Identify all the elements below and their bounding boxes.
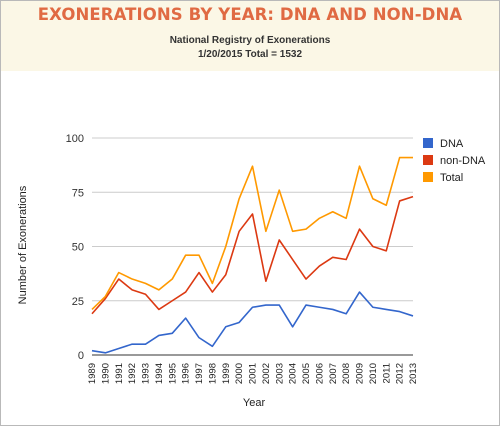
legend-swatch: [423, 138, 433, 148]
y-axis-label: Number of Exonerations: [17, 185, 29, 304]
x-tick-label: 1999: [221, 363, 232, 384]
x-tick-label: 1998: [207, 363, 218, 384]
x-tick-label: 2003: [274, 363, 285, 384]
x-tick-label: 2001: [248, 363, 259, 384]
chart-subtitle-source: National Registry of Exonerations: [169, 35, 331, 46]
x-axis-label: Year: [243, 397, 266, 409]
x-tick-label: 1989: [87, 363, 98, 384]
legend-label: DNA: [440, 138, 464, 150]
chart-title: EXONERATIONS BY YEAR: DNA AND NON-DNA: [37, 5, 463, 24]
x-tick-label: 2000: [234, 363, 245, 384]
y-tick-label: 25: [72, 296, 84, 308]
y-tick-label: 0: [78, 350, 84, 362]
legend: DNA non-DNA Total: [423, 138, 486, 184]
x-tick-label: 1994: [154, 363, 165, 384]
x-axis-ticks: 1989 1990 1991 1992 1993 1994 1995 1996 1997 1998…: [87, 363, 419, 384]
x-tick-label: 2004: [288, 363, 299, 384]
x-tick-label: 1991: [114, 363, 125, 384]
x-tick-label: 2009: [355, 363, 366, 384]
x-tick-label: 1995: [167, 363, 178, 384]
y-tick-label: 100: [66, 133, 84, 145]
y-axis-ticks: 0 25 50 75 100: [66, 133, 84, 362]
gridlines: [92, 137, 413, 356]
x-tick-label: 2006: [314, 363, 325, 384]
x-tick-label: 1993: [141, 363, 152, 384]
series-lines: [91, 156, 414, 354]
x-tick-label: 2002: [261, 363, 272, 384]
x-tick-label: 1996: [181, 363, 192, 384]
x-tick-label: 2012: [395, 363, 406, 384]
legend-swatch: [423, 155, 433, 165]
x-tick-label: 1992: [127, 363, 138, 384]
legend-label: non-DNA: [440, 155, 486, 167]
chart-subtitle-date-total: 1/20/2015 Total = 1532: [197, 49, 303, 60]
x-tick-label: 1997: [194, 363, 205, 384]
legend-label: Total: [440, 172, 463, 184]
x-tick-label: 2007: [328, 363, 339, 384]
series-line-total: [91, 156, 413, 311]
x-tick-label: 2005: [301, 363, 312, 384]
x-tick-label: 1990: [100, 363, 111, 384]
y-tick-label: 50: [72, 242, 84, 254]
legend-swatch: [423, 172, 433, 182]
y-tick-label: 75: [72, 187, 84, 199]
x-tick-label: 2011: [381, 363, 392, 383]
series-line-non-dna: [91, 195, 414, 315]
chart-header: EXONERATIONS BY YEAR: DNA AND NON-DNA Na…: [1, 1, 499, 71]
x-tick-label: 2010: [368, 363, 379, 384]
x-tick-label: 2013: [408, 363, 419, 384]
x-tick-label: 2008: [341, 363, 352, 384]
series-line-dna: [91, 291, 414, 354]
